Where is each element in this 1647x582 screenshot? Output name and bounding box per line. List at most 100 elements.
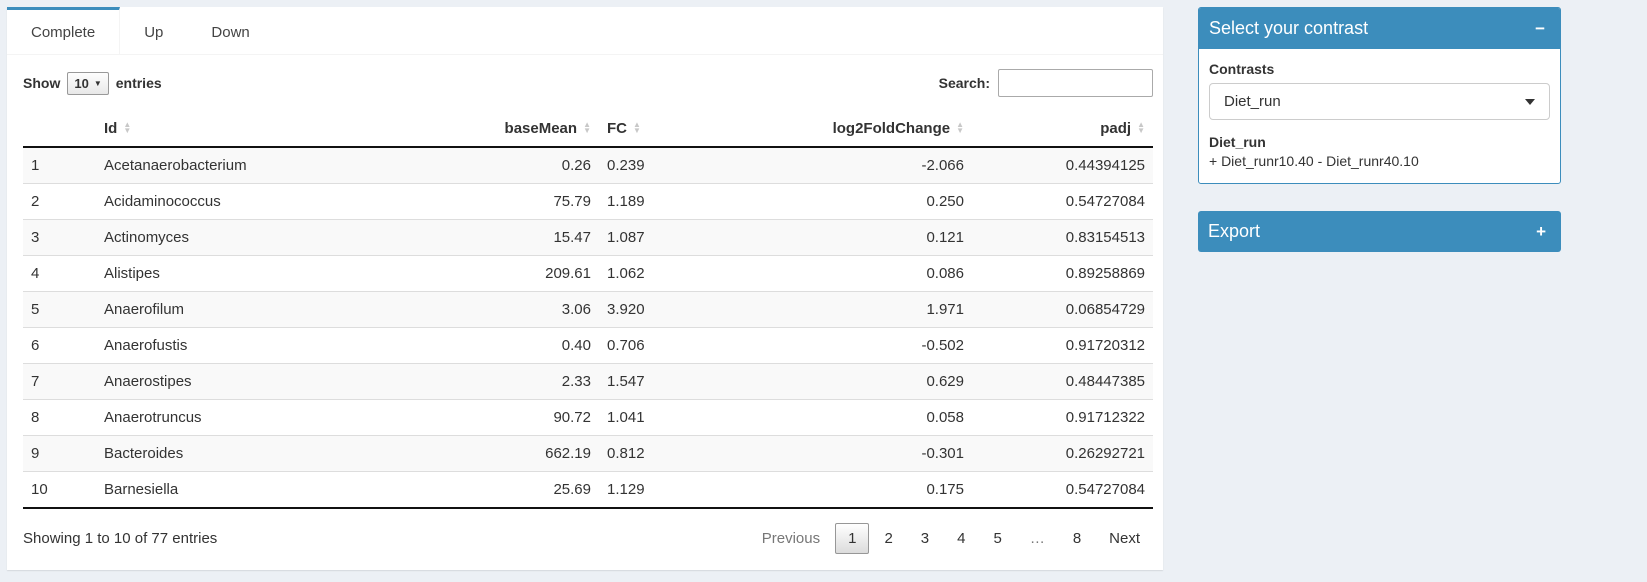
cell-log2foldchange: 1.971 bbox=[701, 291, 972, 328]
table-row: 2 Acidaminococcus 75.79 1.189 0.250 0.5472708… bbox=[23, 183, 1153, 220]
cell-row-number: 4 bbox=[23, 255, 96, 292]
cell-padj: 0.83154513 bbox=[972, 219, 1153, 256]
cell-basemean: 662.19 bbox=[390, 435, 599, 472]
cell-row-number: 5 bbox=[23, 291, 96, 328]
column-header-log2fc[interactable]: log2FoldChange ▲ ▼ bbox=[701, 111, 972, 148]
cell-basemean: 90.72 bbox=[390, 399, 599, 436]
table-row: 4 Alistipes 209.61 1.062 0.086 0.89258869 bbox=[23, 255, 1153, 292]
cell-basemean: 0.26 bbox=[561, 157, 591, 174]
column-label: Id bbox=[104, 120, 118, 137]
cell-fc: 1.041 bbox=[599, 399, 701, 436]
column-header-fc[interactable]: FC ▲ ▼ bbox=[599, 111, 701, 148]
cell-fc: 1.547 bbox=[599, 363, 701, 400]
cell-basemean: 2.33 bbox=[390, 363, 599, 400]
export-box: Export + bbox=[1198, 211, 1561, 252]
cell-log2foldchange: 0.058 bbox=[701, 399, 972, 436]
cell-row-number: 9 bbox=[23, 435, 96, 472]
cell-padj: 0.91712322 bbox=[972, 399, 1153, 436]
contrast-box: Select your contrast − Contrasts Diet_ru… bbox=[1198, 7, 1561, 184]
tab-up[interactable]: Up bbox=[144, 23, 164, 41]
cell-fc: 1.087 bbox=[599, 219, 701, 256]
table-info: Showing 1 to 10 of 77 entries bbox=[23, 530, 218, 547]
pagination-page-1[interactable]: 1 bbox=[835, 523, 870, 554]
cell-padj: 0.06854729 bbox=[972, 291, 1153, 328]
cell-log2foldchange: -2.066 bbox=[921, 157, 964, 174]
contrast-detail-formula: + Diet_runr10.40 - Diet_runr40.10 bbox=[1209, 153, 1419, 169]
pagination-page-8[interactable]: 8 bbox=[1072, 530, 1082, 547]
pagination-ellipsis: … bbox=[1029, 530, 1045, 547]
cell-padj: 0.26292721 bbox=[972, 435, 1153, 472]
pagination-previous[interactable]: Previous bbox=[761, 530, 821, 547]
tab-complete[interactable]: Complete bbox=[7, 7, 121, 54]
cell-log2foldchange: 0.121 bbox=[701, 219, 972, 256]
cell-fc: 0.706 bbox=[599, 327, 701, 364]
pagination-page-5[interactable]: 5 bbox=[993, 530, 1002, 547]
column-header-padj[interactable]: padj ▲ ▼ bbox=[972, 111, 1153, 148]
sort-icon: ▲ ▼ bbox=[956, 119, 964, 135]
page-length-control: Show 10 ▼ entries bbox=[23, 71, 162, 95]
column-label: padj bbox=[1100, 120, 1132, 137]
tab-down[interactable]: Down bbox=[211, 23, 250, 41]
cell-id: Alistipes bbox=[96, 255, 390, 292]
tab-bar: Complete Up Down bbox=[7, 7, 1163, 55]
pagination: Previous 1 2 3 4 5 … 8 Next bbox=[747, 523, 1153, 554]
collapse-plus-icon[interactable]: + bbox=[1531, 223, 1551, 240]
contrast-select[interactable]: Diet_run bbox=[1209, 83, 1550, 120]
cell-id: Anaerofilum bbox=[96, 291, 390, 328]
column-label: log2FoldChange bbox=[832, 120, 951, 137]
sort-icon: ▲ ▼ bbox=[123, 119, 132, 135]
cell-row-number: 1 bbox=[31, 157, 40, 174]
sort-icon: ▲ ▼ bbox=[1137, 119, 1145, 135]
cell-fc: 1.062 bbox=[599, 255, 701, 292]
cell-row-number: 2 bbox=[23, 183, 96, 220]
row-number-header bbox=[23, 111, 96, 148]
show-label: Show bbox=[23, 75, 61, 91]
contrast-detail: Diet_run + Diet_runr10.40 - Diet_runr40.… bbox=[1209, 134, 1550, 169]
export-box-header: Export + bbox=[1198, 211, 1561, 252]
entries-select[interactable]: 10 ▼ bbox=[67, 71, 109, 95]
cell-basemean: 75.79 bbox=[390, 183, 599, 220]
contrast-select-value: Diet_run bbox=[1224, 93, 1281, 110]
cell-id: Actinomyces bbox=[96, 219, 390, 256]
cell-fc: 1.129 bbox=[599, 471, 701, 508]
column-label: baseMean bbox=[504, 120, 578, 137]
cell-padj: 0.91720312 bbox=[972, 327, 1153, 364]
search-input[interactable] bbox=[998, 69, 1153, 97]
cell-padj: 0.44394125 bbox=[1065, 157, 1145, 174]
column-header-baseMean[interactable]: baseMean ▲ ▼ bbox=[390, 111, 599, 148]
pagination-page-4[interactable]: 4 bbox=[957, 530, 966, 547]
cell-fc: 1.189 bbox=[599, 183, 701, 220]
contrast-detail-title: Diet_run bbox=[1209, 134, 1266, 150]
collapse-minus-icon[interactable]: − bbox=[1530, 20, 1550, 37]
cell-row-number: 10 bbox=[23, 471, 96, 508]
cell-log2foldchange: 0.086 bbox=[701, 255, 972, 292]
cell-padj: 0.54727084 bbox=[972, 183, 1153, 220]
cell-id: Acetanaerobacterium bbox=[104, 157, 247, 174]
contrast-box-title: Select your contrast bbox=[1209, 18, 1369, 38]
cell-fc: 0.239 bbox=[607, 157, 645, 174]
pagination-next[interactable]: Next bbox=[1109, 530, 1140, 547]
results-panel: Complete Up Down Show 10 ▼ entries Searc… bbox=[7, 7, 1163, 570]
table-row: 5 Anaerofilum 3.06 3.920 1.971 0.06854729 bbox=[23, 291, 1153, 328]
pagination-page-2[interactable]: 2 bbox=[884, 530, 893, 547]
cell-id: Acidaminococcus bbox=[96, 183, 390, 220]
caret-down-icon bbox=[1525, 98, 1535, 105]
table-header-row: Id ▲ ▼ baseMean ▲ ▼ FC ▲ ▼ log2FoldChange ▲ ▼ padj ▲ ▼ bbox=[23, 111, 1153, 148]
table-row: 7 Anaerostipes 2.33 1.547 0.629 0.48447385 bbox=[23, 363, 1153, 400]
column-header-id[interactable]: Id ▲ ▼ bbox=[96, 111, 390, 148]
cell-id: Anaerotruncus bbox=[96, 399, 390, 436]
table-row: 6 Anaerofustis 0.40 0.706 -0.502 0.91720312 bbox=[23, 327, 1153, 364]
pagination-page-3[interactable]: 3 bbox=[920, 530, 930, 547]
sort-icon: ▲ ▼ bbox=[633, 119, 641, 135]
cell-basemean: 0.40 bbox=[390, 327, 599, 364]
cell-log2foldchange: 0.250 bbox=[701, 183, 972, 220]
cell-basemean: 209.61 bbox=[390, 255, 599, 292]
select-arrow-icon: ▼ bbox=[93, 78, 102, 88]
cell-padj: 0.89258869 bbox=[972, 255, 1153, 292]
cell-id: Anaerostipes bbox=[96, 363, 390, 400]
export-box-title: Export bbox=[1208, 221, 1261, 241]
cell-id: Bacteroides bbox=[96, 435, 390, 472]
contrasts-label: Contrasts bbox=[1209, 61, 1275, 77]
table-row: 1 Acetanaerobacterium 0.26 0.239 -2.066 0.443… bbox=[23, 147, 1153, 184]
cell-basemean: 15.47 bbox=[390, 219, 599, 256]
